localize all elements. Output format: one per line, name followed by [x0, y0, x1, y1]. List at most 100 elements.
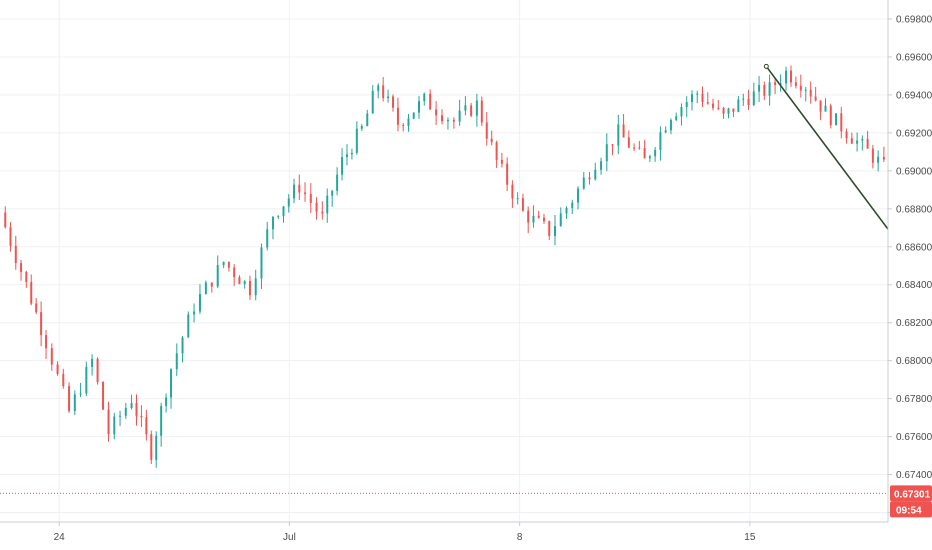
- candle-body: [309, 194, 312, 203]
- candle-body: [62, 373, 65, 387]
- candle-body: [170, 369, 173, 398]
- candle-body: [464, 105, 467, 111]
- candle-body: [824, 105, 827, 112]
- candle-body: [659, 132, 662, 150]
- candle-body: [145, 417, 148, 435]
- candle-body: [554, 226, 556, 236]
- candle-body: [511, 184, 514, 199]
- current-price-label: 0.67301: [894, 489, 931, 500]
- candle-body: [638, 147, 641, 149]
- candle-body: [819, 100, 822, 112]
- candle-body: [68, 386, 71, 412]
- price-tick-label: 0.67600: [896, 432, 932, 443]
- candle-body: [571, 202, 574, 209]
- candle-body: [506, 163, 509, 185]
- candle-body: [350, 152, 353, 155]
- candle-body: [532, 215, 535, 223]
- candle-body: [877, 156, 880, 163]
- candle-body: [260, 247, 263, 279]
- candle-body: [20, 263, 23, 272]
- candle-body: [79, 393, 82, 395]
- candle-body: [210, 282, 213, 287]
- time-tick-label: Jul: [283, 532, 296, 543]
- price-tick-label: 0.68600: [896, 242, 932, 253]
- candle-body: [266, 229, 269, 248]
- candle-body: [130, 403, 133, 409]
- candle-body: [355, 128, 358, 153]
- candle-body: [204, 282, 207, 295]
- candle-body: [664, 130, 667, 133]
- candle-body: [331, 190, 334, 196]
- candle-body: [382, 85, 385, 99]
- candle-body: [160, 405, 163, 436]
- candle-body: [758, 85, 761, 92]
- candle-body: [742, 98, 745, 100]
- candle-body: [193, 311, 196, 315]
- candle-body: [627, 137, 630, 148]
- candle-body: [856, 140, 859, 144]
- candle-body: [243, 281, 246, 285]
- candle-body: [402, 124, 405, 126]
- candle-body: [701, 93, 704, 103]
- candle-body: [119, 415, 122, 417]
- candle-body: [165, 397, 168, 406]
- candle-body: [298, 184, 301, 193]
- candle-body: [680, 107, 683, 117]
- candle-body: [271, 216, 274, 230]
- candle-body: [45, 335, 48, 349]
- candle-body: [113, 416, 116, 435]
- candle-body: [287, 198, 290, 207]
- candle-body: [315, 202, 318, 212]
- candle-body: [732, 108, 735, 112]
- candle-body: [690, 94, 693, 103]
- candle-body: [588, 177, 591, 180]
- time-axis-bg: [0, 522, 932, 550]
- candle-body: [175, 353, 178, 370]
- candle-body: [30, 282, 33, 304]
- candle-body: [124, 408, 127, 416]
- candle-body: [423, 93, 426, 102]
- candle-body: [377, 85, 380, 91]
- candle-body: [565, 208, 568, 214]
- current-price-badge: [890, 485, 932, 502]
- candle-body: [181, 337, 184, 354]
- candle-body: [293, 184, 296, 199]
- candle-body: [277, 215, 280, 217]
- candle-body: [717, 107, 720, 109]
- candle-body: [774, 82, 777, 85]
- candle-body: [500, 159, 503, 164]
- candle-body: [600, 161, 603, 170]
- candle-body: [407, 118, 410, 126]
- candle-body: [722, 107, 725, 114]
- candle-body: [429, 93, 432, 110]
- candle-body: [35, 303, 38, 313]
- candle-body: [198, 294, 201, 312]
- candle-body: [96, 358, 99, 383]
- candle-body: [809, 89, 812, 97]
- candle-body: [366, 113, 369, 127]
- candle-body: [187, 314, 190, 338]
- candle-body: [814, 96, 817, 101]
- candle-body: [341, 157, 344, 175]
- wave-point: [763, 63, 769, 69]
- candle-body: [643, 147, 646, 159]
- candle-body: [91, 358, 94, 367]
- price-tick-label: 0.69400: [896, 90, 932, 101]
- candle-body: [829, 105, 832, 126]
- candle-body: [387, 96, 390, 99]
- candles-layer: [4, 65, 929, 468]
- candle-body: [737, 99, 740, 112]
- candle-body: [706, 102, 709, 104]
- candle-body: [594, 169, 597, 180]
- candle-body: [345, 154, 348, 158]
- candle-body: [752, 91, 755, 106]
- price-tick-label: 0.69000: [896, 166, 932, 177]
- candle-body: [633, 147, 636, 149]
- candle-body: [441, 115, 444, 122]
- candle-body: [452, 119, 455, 122]
- candle-body: [654, 149, 657, 157]
- chart-grid: [0, 0, 888, 522]
- candle-body: [712, 103, 715, 108]
